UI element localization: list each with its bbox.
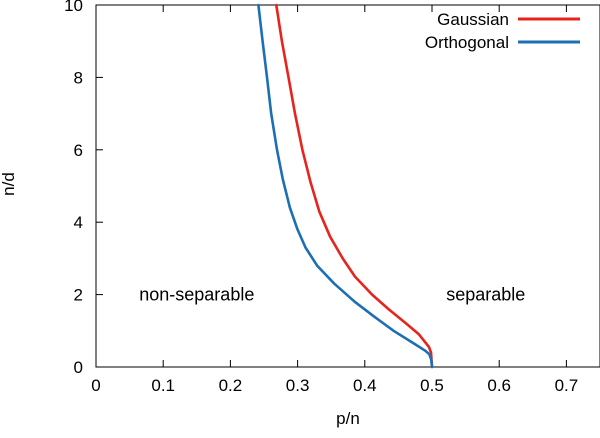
x-tick-label: 0.4 <box>353 376 377 395</box>
x-tick-label: 0.1 <box>151 376 175 395</box>
x-tick-label: 0.7 <box>555 376 579 395</box>
series-line-orthogonal <box>257 3 434 369</box>
x-axis-label: p/n <box>336 409 360 428</box>
x-tick-label: 0.3 <box>286 376 310 395</box>
series-line-gaussian <box>275 3 434 369</box>
legend-label-gaussian: Gaussian <box>437 10 509 29</box>
y-tick-label: 10 <box>64 0 83 15</box>
y-tick-label: 8 <box>74 68 83 87</box>
ticks: 0 0.1 0.2 0.3 0.4 0.5 0.6 0.7 0 2 4 6 8 10 <box>64 0 578 395</box>
y-tick-label: 4 <box>74 213 83 232</box>
x-tick-label: 0.5 <box>420 376 444 395</box>
y-tick-label: 2 <box>74 286 83 305</box>
y-tick-label: 0 <box>74 358 83 377</box>
x-tick-label: 0.2 <box>219 376 243 395</box>
x-tick-label: 0.6 <box>487 376 511 395</box>
x-tick-label: 0 <box>91 376 100 395</box>
y-axis-label: n/d <box>0 172 18 196</box>
series-layer <box>257 3 434 369</box>
annotation-non-separable: non-separable <box>139 285 254 305</box>
annotation-separable: separable <box>446 285 525 305</box>
legend: Gaussian Orthogonal <box>425 10 580 52</box>
plot-frame <box>95 4 600 368</box>
legend-label-orthogonal: Orthogonal <box>425 33 509 52</box>
y-tick-label: 6 <box>74 141 83 160</box>
